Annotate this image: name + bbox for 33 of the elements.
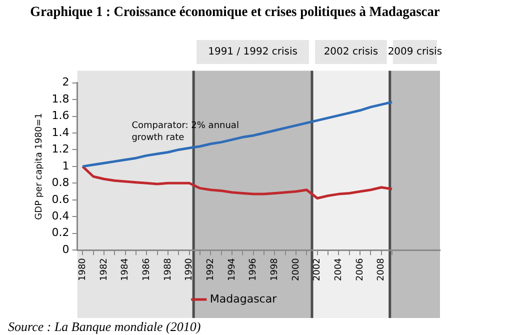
y-tick-label: 1.6 bbox=[52, 109, 70, 122]
y-tick-label: 0 bbox=[62, 242, 70, 256]
x-tick-label: 1990 bbox=[184, 258, 195, 281]
x-tick-label: 1980 bbox=[78, 258, 88, 281]
y-tick-label: 1.4 bbox=[52, 126, 70, 139]
y-tick-label: 0.6 bbox=[52, 192, 70, 206]
y-axis-title: GDP per capita 1980=1 bbox=[34, 113, 45, 220]
y-tick-label: 0.8 bbox=[52, 176, 70, 190]
x-tick-label: 2002 bbox=[312, 258, 323, 281]
x-tick-label: 2004 bbox=[334, 258, 344, 281]
band-label: 2002 crisis bbox=[324, 46, 378, 58]
x-tick-label: 1992 bbox=[206, 258, 216, 281]
band-label: 1991 / 1992 crisis bbox=[208, 46, 298, 58]
x-tick-label: 1994 bbox=[227, 258, 238, 281]
legend-label: Madagascar bbox=[210, 292, 278, 306]
x-tick-label: 1982 bbox=[99, 258, 110, 281]
y-tick-label: 1.2 bbox=[52, 142, 70, 156]
band-label: 2009 crisis bbox=[388, 46, 442, 58]
x-tick-label: 1996 bbox=[248, 258, 259, 281]
y-tick-label: 1.8 bbox=[52, 92, 70, 106]
y-tick-label: 0.4 bbox=[52, 209, 70, 222]
x-tick-label: 2000 bbox=[291, 258, 302, 281]
y-tick-label: 0.2 bbox=[52, 226, 70, 240]
x-tick-label: 2008 bbox=[376, 258, 387, 281]
x-tick-label: 1984 bbox=[120, 258, 131, 281]
x-tick-label: 2006 bbox=[355, 258, 366, 281]
y-tick-label: 2 bbox=[62, 76, 70, 89]
chart-title: Graphique 1 : Croissance économique et crises politiques à Madagascar bbox=[30, 4, 440, 20]
y-tick-label: 1 bbox=[62, 159, 70, 172]
x-tick-label: 1988 bbox=[163, 258, 174, 281]
x-tick-label: 1998 bbox=[270, 258, 280, 281]
x-tick-label: 1986 bbox=[142, 258, 152, 281]
source-note: Source : La Banque mondiale (2010) bbox=[8, 319, 201, 334]
